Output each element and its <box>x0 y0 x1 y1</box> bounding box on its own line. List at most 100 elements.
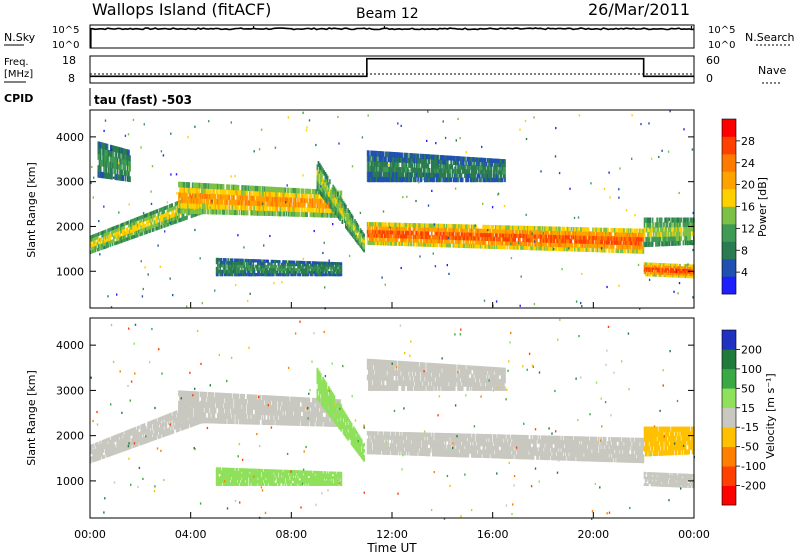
echo-cell-day-layer <box>196 203 199 209</box>
echo-cell-morning-upper <box>125 149 128 155</box>
echo-cell-short-range-patch <box>249 270 251 274</box>
echo-cell-evening-upper <box>470 157 473 162</box>
echo-cell-evening-main <box>516 241 519 246</box>
echo-cell-evening-upper <box>477 173 480 179</box>
echo-cell-short-range-patch <box>303 261 306 264</box>
echo-cell-day-layer <box>262 186 265 192</box>
echo-cell-morning-upper <box>108 167 111 174</box>
noise-cell <box>322 251 324 255</box>
echo-cell-evening-upper <box>382 161 385 168</box>
noise-cell <box>141 295 144 298</box>
echo-cell-day-layer <box>300 211 303 217</box>
echo-cell-evening-upper <box>384 161 386 167</box>
echo-cell-evening-main <box>430 242 433 247</box>
echo-cell-oblique-rise <box>168 218 171 223</box>
echo-cell-short-range-patch <box>327 273 330 277</box>
echo-cell-short-range-patch <box>218 269 220 274</box>
echo-cell-day-layer <box>267 191 270 197</box>
echo-cell-day-layer <box>252 185 255 192</box>
echo-cell-day-layer <box>181 181 184 188</box>
echo-cell-evening-upper <box>389 166 392 173</box>
echo-cell-short-range-patch <box>275 259 278 263</box>
echo-cell-descending-streak <box>347 219 349 224</box>
echo-cell-late-main <box>662 241 664 247</box>
echo-cell-evening-main <box>480 228 482 233</box>
echo-cell-late-low <box>667 272 670 275</box>
echo-cell-late-low <box>655 271 657 275</box>
echo-cell-short-range-patch <box>323 273 326 277</box>
echo-cell-evening-main <box>567 230 569 236</box>
echo-cell-evening-upper <box>446 172 449 178</box>
echo-cell-evening-upper <box>402 162 405 168</box>
echo-cell-day-layer <box>274 210 276 217</box>
echo-cell-day-layer <box>270 196 273 202</box>
echo-cell-short-range-patch <box>289 270 291 274</box>
echo-cell-late-main <box>668 231 671 237</box>
echo-cell-evening-main <box>605 244 608 249</box>
echo-cell-late-low <box>656 271 659 275</box>
ytick-label: 3000 <box>56 176 84 189</box>
echo-cell-evening-main <box>509 245 512 250</box>
echo-cell-late-low <box>664 269 667 273</box>
echo-cell-evening-main <box>568 238 570 244</box>
echo-cell-oblique-rise <box>122 229 124 233</box>
echo-cell-evening-upper <box>405 167 408 173</box>
echo-cell-short-range-patch <box>291 273 294 277</box>
echo-cell-evening-main <box>600 239 602 245</box>
echo-cell-descending-streak <box>347 208 349 213</box>
echo-cell-late-main <box>646 241 648 247</box>
echo-cell-evening-main <box>584 243 586 248</box>
echo-cell-oblique-rise <box>152 224 155 228</box>
echo-cell-evening-upper <box>427 168 430 174</box>
echo-cell-oblique-rise <box>126 237 129 241</box>
echo-cell-evening-upper <box>379 156 382 162</box>
echo-cell-descending-streak <box>354 229 356 234</box>
echo-cell-evening-upper <box>448 177 450 183</box>
echo-cell-evening-main <box>446 235 449 240</box>
echo-cell-evening-upper <box>459 156 462 161</box>
echo-cell-evening-upper <box>413 177 416 183</box>
echo-cell-evening-upper <box>387 156 390 163</box>
echo-cell-evening-main <box>467 236 470 241</box>
echo-cell-evening-main <box>414 238 417 243</box>
echo-cell-evening-main <box>572 231 575 236</box>
echo-cell-late-low <box>664 274 667 278</box>
echo-cell-day-layer <box>259 200 262 207</box>
echo-cell-evening-upper <box>393 152 395 158</box>
echo-cell-evening-main <box>412 226 415 232</box>
echo-cell-evening-main <box>493 229 496 234</box>
echo-cell-morning-upper <box>116 146 119 153</box>
echo-cell-short-range-patch <box>291 263 294 267</box>
echo-cell-evening-main <box>437 227 440 232</box>
echo-cell-day-layer <box>245 195 248 201</box>
echo-cell-descending-streak <box>356 229 359 234</box>
noise-cell <box>603 187 606 191</box>
echo-cell-evening-main <box>539 234 542 239</box>
echo-cell-evening-upper <box>474 165 477 170</box>
echo-cell-evening-main <box>426 227 429 232</box>
echo-cell-evening-upper <box>449 173 451 178</box>
echo-cell-evening-main <box>628 236 631 242</box>
echo-cell-evening-main <box>427 231 430 236</box>
echo-cell-evening-main <box>521 245 524 250</box>
echo-cell-oblique-rise <box>171 217 173 222</box>
echo-cell-late-low <box>655 262 657 266</box>
echo-cell-evening-main <box>387 222 390 227</box>
echo-cell-evening-main <box>394 234 397 239</box>
noise-cell <box>170 173 172 176</box>
echo-cell-morning-upper <box>129 165 131 172</box>
echo-cell-day-layer <box>180 187 183 193</box>
echo-cell-evening-main <box>589 231 592 236</box>
echo-cell-morning-upper <box>110 161 112 168</box>
echo-cell-evening-main <box>446 231 449 236</box>
echo-cell-evening-main <box>419 223 422 228</box>
echo-cell-late-low <box>655 265 657 268</box>
echo-cell-evening-main <box>409 223 411 228</box>
noise-cell <box>273 281 275 285</box>
echo-cell-evening-upper <box>485 162 488 167</box>
echo-cell-evening-main <box>420 238 423 243</box>
echo-cell-evening-upper <box>405 157 408 163</box>
echo-cell-late-main <box>673 231 676 237</box>
echo-cell-evening-upper <box>371 171 374 177</box>
echo-cell-day-layer <box>231 189 234 196</box>
